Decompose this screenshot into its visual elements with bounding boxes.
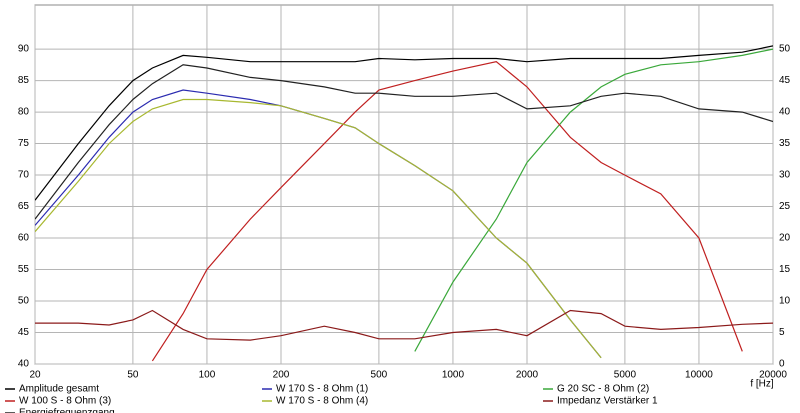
- x-axis-label: f [Hz]: [750, 379, 774, 390]
- legend-label: W 170 S - 8 Ohm (4): [276, 396, 368, 407]
- series-line: [151, 61, 743, 362]
- y2-tick-label: 5: [779, 327, 785, 338]
- y2-tick-label: 10: [779, 296, 791, 307]
- y2-tick-label: 20: [779, 233, 791, 244]
- x-tick-label: 1000: [442, 370, 465, 381]
- y2-tick-label: 50: [779, 44, 791, 55]
- x-tick-label: 100: [199, 370, 216, 381]
- y-tick-label: 40: [18, 359, 30, 370]
- y-tick-label: 50: [18, 296, 30, 307]
- x-tick-label: 20000: [759, 370, 787, 381]
- x-tick-label: 50: [127, 370, 139, 381]
- y2-tick-label: 30: [779, 170, 791, 181]
- y-tick-label: 75: [18, 138, 30, 149]
- series-line: [35, 309, 773, 341]
- legend-label: G 20 SC - 8 Ohm (2): [557, 384, 649, 395]
- y2-tick-label: 40: [779, 107, 791, 118]
- y-tick-label: 65: [18, 201, 30, 212]
- x-tick-label: 200: [273, 370, 290, 381]
- series-line: [35, 45, 773, 201]
- series-line: [35, 98, 602, 359]
- series-group: [35, 45, 773, 362]
- y-tick-label: 80: [18, 107, 30, 118]
- legend-label: Energiefrequenzgang: [19, 408, 115, 413]
- legend-label: Impedanz Verstärker 1: [557, 396, 658, 407]
- y2-tick-label: 25: [779, 201, 791, 212]
- y-tick-label: 70: [18, 170, 30, 181]
- legend-label: W 100 S - 8 Ohm (3): [19, 396, 111, 407]
- plot-area: [34, 4, 774, 365]
- series-line: [35, 64, 773, 220]
- y2-tick-label: 0: [779, 359, 785, 370]
- x-tick-label: 10000: [685, 370, 713, 381]
- x-tick-label: 500: [371, 370, 388, 381]
- y2-tick-label: 45: [779, 75, 791, 86]
- y-tick-label: 90: [18, 44, 30, 55]
- y2-tick-label: 35: [779, 138, 791, 149]
- legend-label: Amplitude gesamt: [19, 384, 99, 395]
- y2-tick-label: 15: [779, 264, 791, 275]
- series-line: [414, 48, 773, 352]
- y-tick-label: 55: [18, 264, 30, 275]
- y-tick-label: 85: [18, 75, 30, 86]
- y-tick-label: 60: [18, 233, 30, 244]
- y-tick-label: 45: [18, 327, 30, 338]
- legend-label: W 170 S - 8 Ohm (1): [276, 384, 368, 395]
- x-tick-label: 5000: [614, 370, 637, 381]
- x-tick-label: 20: [29, 370, 41, 381]
- x-tick-label: 2000: [516, 370, 539, 381]
